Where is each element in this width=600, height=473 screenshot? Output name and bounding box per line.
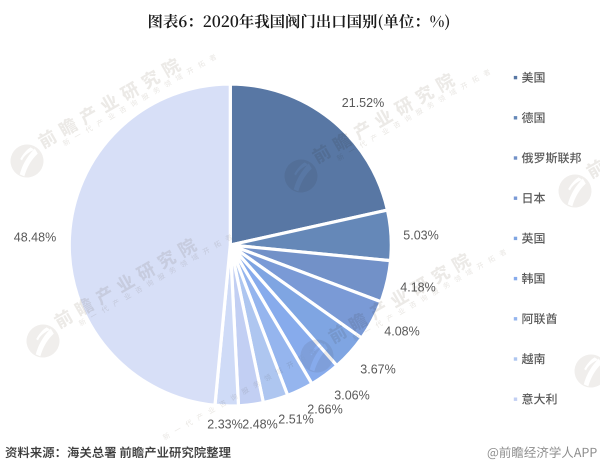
svg-text:3.67%: 3.67% — [360, 362, 395, 376]
svg-text:2.33%: 2.33% — [207, 417, 242, 431]
svg-text:48.48%: 48.48% — [14, 230, 56, 244]
svg-text:21.52%: 21.52% — [342, 96, 384, 110]
svg-text:3.06%: 3.06% — [334, 388, 369, 402]
svg-text:5.03%: 5.03% — [403, 228, 438, 242]
svg-text:2.51%: 2.51% — [278, 412, 313, 426]
svg-text:4.08%: 4.08% — [384, 324, 419, 338]
svg-text:2.48%: 2.48% — [242, 417, 277, 431]
svg-text:2.66%: 2.66% — [307, 402, 342, 416]
svg-text:4.18%: 4.18% — [400, 280, 435, 294]
